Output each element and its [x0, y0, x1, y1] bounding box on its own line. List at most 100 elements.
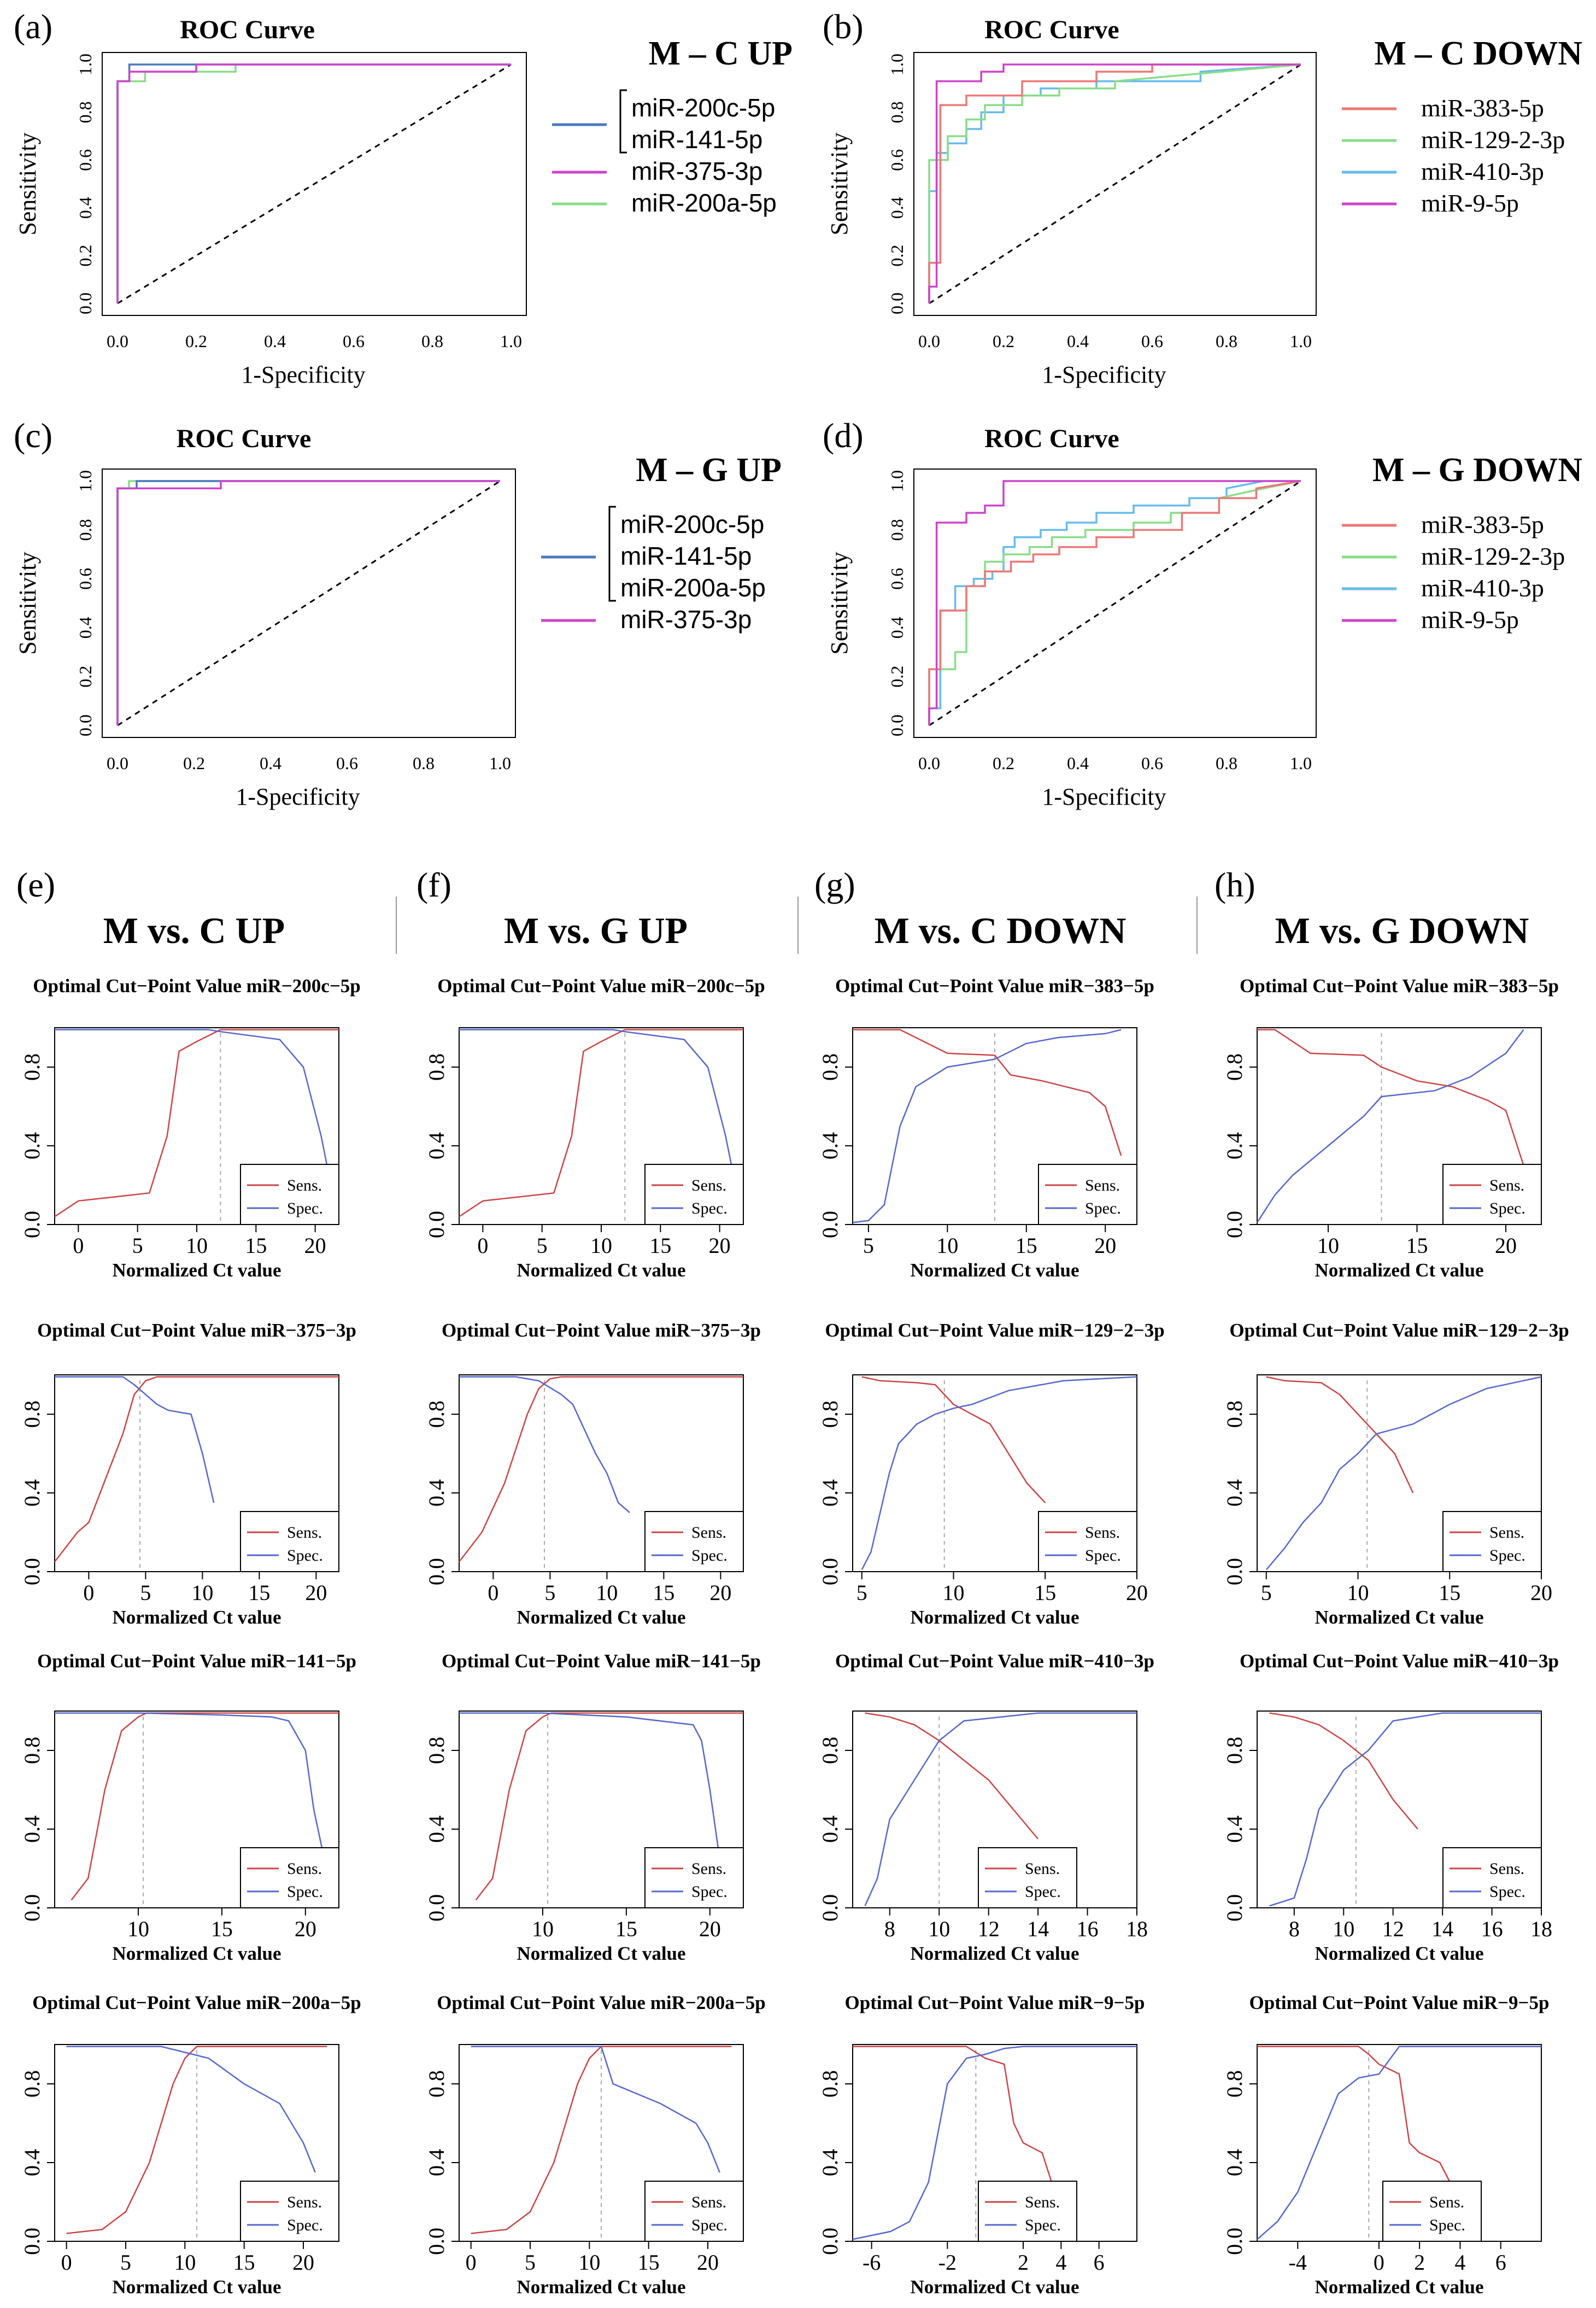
x-tick-label: 6: [1495, 2250, 1506, 2275]
y-tick-label: 0.0: [818, 1211, 842, 1238]
specificity-line: [852, 1029, 1122, 1223]
legend-spec-label: Spec.: [1429, 2216, 1465, 2234]
y-tick-label: 0.0: [20, 2228, 44, 2255]
legend-box: [978, 1847, 1077, 1908]
plot-frame: [54, 1711, 339, 1908]
legend-box: [644, 1847, 744, 1908]
y-tick-label: 0.0: [20, 1558, 44, 1585]
legend-box: [978, 2181, 1077, 2242]
x-tick-label: 0.6: [1141, 753, 1163, 773]
plot-frame: [102, 52, 527, 316]
y-tick-label: 0.4: [20, 1815, 44, 1843]
cutpoint-chart-12: Optimal Cut−Point Value miR−410−3p 8 10 12 1…: [1222, 1650, 1559, 1964]
x-tick-label: -4: [1289, 2250, 1307, 2275]
plot-frame: [459, 1711, 744, 1908]
legend-entry-label: miR-375-3p: [631, 157, 762, 185]
y-tick-label: 0.4: [1222, 1479, 1247, 1507]
chance-diagonal: [929, 480, 1301, 727]
legend-entry-label: miR-9-5p: [1421, 606, 1519, 634]
legend-box: [644, 1164, 744, 1225]
y-tick-label: 0.4: [1222, 1132, 1247, 1159]
specificity-line: [55, 1712, 323, 1849]
legend-spec-label: Spec.: [1085, 1547, 1121, 1565]
cutpoint-chart-15: Optimal Cut−Point Value miR−9−5p -6 -2 2 4 6 0…: [818, 1992, 1145, 2298]
x-tick-label: -6: [862, 2250, 881, 2275]
sensitivity-line: [861, 1376, 1046, 1503]
x-tick-label: 0.0: [107, 753, 128, 773]
x-tick-label: 15: [245, 1233, 267, 1258]
x-tick-label: 1.0: [489, 753, 511, 773]
cutpoint-chart-16: Optimal Cut−Point Value miR−9−5p -4 0 2 4 6 0.…: [1222, 1992, 1549, 2298]
y-tick-label: 0.4: [424, 1132, 449, 1159]
y-tick-label: 0.0: [424, 2228, 449, 2255]
cutpoint-chart-3: Optimal Cut−Point Value miR−383−5p 5 10 15 2…: [818, 975, 1154, 1281]
sensitivity-line: [865, 1712, 1039, 1840]
legend-spec-label: Spec.: [1025, 1883, 1061, 1901]
specificity-line: [1257, 2046, 1541, 2240]
plot-frame: [54, 1374, 339, 1572]
x-tick-label: 18: [1530, 1917, 1552, 1941]
legend-entry-label: miR-200c-5p: [631, 93, 775, 122]
x-axis-label: Normalized Ct value: [1315, 1943, 1483, 1964]
x-tick-label: 0.6: [1141, 331, 1163, 351]
plot-frame: [102, 468, 516, 738]
legend-sens-label: Sens.: [691, 1176, 726, 1194]
legend-spec-label: Spec.: [287, 1883, 323, 1901]
x-tick-label: 20: [699, 1917, 721, 1941]
y-tick-label: 0.8: [424, 1401, 449, 1428]
x-axis-label: Normalized Ct value: [517, 1607, 685, 1628]
sensitivity-line: [1269, 1712, 1418, 1830]
chart-title: ROC Curve: [984, 15, 1119, 44]
legend-sens-label: Sens.: [287, 2193, 322, 2211]
legend-box: [644, 2181, 744, 2242]
y-tick-label: 0.0: [75, 292, 95, 314]
x-tick-label: 15: [1439, 1580, 1460, 1605]
x-tick-label: 0.0: [918, 753, 940, 773]
y-tick-label: 0.4: [424, 1479, 449, 1507]
x-axis-label: 1-Specificity: [1042, 783, 1166, 810]
x-axis-label: Normalized Ct value: [910, 1260, 1079, 1281]
cutpoint-title: Optimal Cut−Point Value miR−141−5p: [442, 1650, 761, 1672]
plot-frame: [913, 468, 1317, 738]
y-tick-label: 0.4: [424, 1815, 449, 1843]
roc-series-line-3: [928, 63, 1301, 303]
column-header: M vs. C UP: [103, 910, 285, 951]
specificity-line: [864, 1712, 1137, 1906]
y-tick-label: 0.4: [424, 2149, 449, 2176]
y-tick-label: 0.0: [1222, 1894, 1247, 1922]
x-tick-label: 0.4: [264, 331, 286, 351]
x-tick-label: 0.8: [1216, 753, 1237, 773]
x-tick-label: 10: [936, 1233, 958, 1258]
x-tick-label: 8: [1289, 1917, 1300, 1941]
legend-entry-label: miR-383-5p: [1421, 511, 1544, 538]
legend-entry-label: miR-9-5p: [1421, 189, 1519, 217]
x-tick-label: 5: [120, 2250, 131, 2275]
y-tick-label: 0.0: [818, 2228, 842, 2255]
x-axis-label: Normalized Ct value: [517, 2276, 685, 2298]
x-tick-label: 5: [856, 1580, 867, 1605]
y-tick-label: 0.8: [1222, 2070, 1247, 2098]
x-tick-label: 15: [649, 1233, 671, 1258]
panel-label: (d): [823, 416, 864, 455]
x-axis-label: Normalized Ct value: [910, 1607, 1079, 1628]
x-tick-label: 20: [1495, 1233, 1517, 1258]
column-header: M vs. G UP: [504, 910, 688, 951]
x-tick-label: 0.6: [336, 753, 358, 773]
x-tick-label: 16: [1481, 1917, 1503, 1941]
specificity-line: [471, 2046, 720, 2173]
y-tick-label: 0.0: [818, 1558, 842, 1585]
x-tick-label: 20: [305, 1580, 327, 1605]
cutpoint-chart-4: Optimal Cut−Point Value miR−383−5p 10 15 20…: [1222, 975, 1559, 1281]
y-tick-label: 0.4: [887, 197, 907, 219]
y-tick-label: 0.0: [818, 1894, 842, 1922]
x-tick-label: 10: [928, 1917, 950, 1941]
y-tick-label: 0.8: [20, 1053, 44, 1081]
legend-entry-label: miR-410-3p: [1421, 574, 1544, 602]
roc-series-line-3: [116, 480, 500, 725]
legend-sens-label: Sens.: [1429, 2193, 1464, 2211]
column-header: M vs. C DOWN: [875, 910, 1126, 951]
x-axis-label: Normalized Ct value: [1315, 1260, 1483, 1281]
y-tick-label: 1.0: [75, 470, 95, 492]
x-tick-label: 20: [1126, 1580, 1148, 1605]
x-tick-label: 14: [1431, 1917, 1453, 1941]
